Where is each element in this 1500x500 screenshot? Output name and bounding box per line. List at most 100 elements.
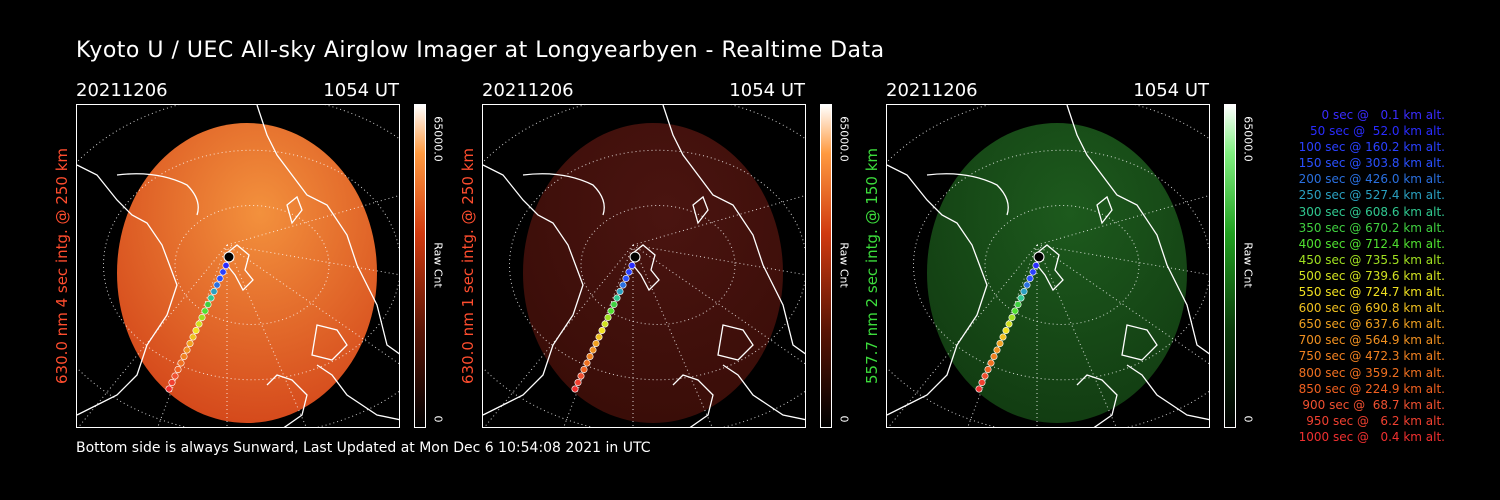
coastline [692, 195, 709, 225]
legend-row: 900 sec @ 68.7 km alt. [1302, 397, 1445, 412]
coastline [316, 364, 399, 421]
all-sky-image [886, 104, 1210, 428]
panel-time: 1054 UT [729, 80, 805, 101]
trajectory-point [978, 378, 986, 386]
panel-wavelength-label: 557.7 nm 2 sec intg. @ 150 km [863, 147, 881, 385]
trajectory-point [219, 268, 227, 276]
colorbar [414, 104, 426, 428]
trajectory-point [996, 340, 1004, 348]
trajectory-point [1017, 294, 1025, 302]
panel-date: 20211206 [76, 80, 168, 101]
coastline [311, 324, 348, 361]
trajectory-point [625, 268, 633, 276]
trajectory-point [622, 275, 630, 283]
legend-row: 1000 sec @ 0.4 km alt. [1298, 429, 1445, 444]
coastline [1096, 195, 1113, 225]
trajectory-point [213, 281, 221, 289]
trajectory-point [577, 372, 585, 380]
panel-date: 20211206 [886, 80, 978, 101]
trajectory-point [1023, 281, 1031, 289]
trajectory-point [999, 333, 1007, 341]
panel-1: 20211206 1054 UT 630.0 nm 4 sec intg. @ … [53, 80, 496, 440]
panel-date: 20211206 [482, 80, 574, 101]
legend-row: 700 sec @ 564.9 km alt. [1298, 333, 1445, 348]
trajectory-point [583, 359, 591, 367]
trajectory-point [586, 353, 594, 361]
trajectory-point [177, 359, 185, 367]
trajectory-point [1011, 307, 1019, 315]
trajectory-point [1032, 262, 1040, 270]
colorbar-unit: Raw Cnt [837, 242, 851, 288]
legend-row: 650 sec @ 637.6 km alt. [1298, 317, 1445, 332]
colorbar [820, 104, 832, 428]
all-sky-image [76, 104, 400, 428]
coastline [522, 173, 605, 216]
trajectory-point [990, 353, 998, 361]
trajectory-point [616, 288, 624, 296]
trajectory-point [168, 378, 176, 386]
trajectory-point [183, 346, 191, 354]
trajectory-legend: 0 sec @ 0.1 km alt. 50 sec @ 52.0 km alt.… [1250, 107, 1445, 445]
trajectory-point [580, 365, 588, 373]
legend-row: 950 sec @ 6.2 km alt. [1306, 413, 1445, 428]
coastline [1076, 374, 1118, 427]
trajectory-point [601, 320, 609, 328]
panel-3: 20211206 1054 UT 557.7 nm 2 sec intg. @ … [863, 80, 1306, 440]
coastline [483, 164, 584, 416]
panel-wavelength-label: 630.0 nm 4 sec intg. @ 250 km [53, 147, 71, 385]
trajectory-point [201, 307, 209, 315]
trajectory-point [189, 333, 197, 341]
legend-row: 50 sec @ 52.0 km alt. [1310, 124, 1445, 139]
coastline [1066, 105, 1209, 355]
legend-row: 200 sec @ 426.0 km alt. [1298, 172, 1445, 187]
trajectory-point [216, 275, 224, 283]
coastline [717, 324, 754, 361]
trajectory-point [628, 262, 636, 270]
coastline [256, 105, 399, 355]
coastline [632, 244, 660, 292]
trajectory-point [1008, 314, 1016, 322]
coastline [1126, 364, 1209, 421]
legend-row: 250 sec @ 527.4 km alt. [1298, 188, 1445, 203]
coastline [1121, 324, 1158, 361]
trajectory-point [1029, 268, 1037, 276]
trajectory-point [210, 288, 218, 296]
legend-row: 300 sec @ 608.6 km alt. [1298, 204, 1445, 219]
coastline [887, 164, 988, 416]
coastline [926, 173, 1009, 216]
trajectory-point [981, 372, 989, 380]
trajectory-point [993, 346, 1001, 354]
legend-row: 350 sec @ 670.2 km alt. [1298, 220, 1445, 235]
trajectory-point [592, 340, 600, 348]
colorbar-min: 0 [837, 415, 851, 423]
page-title: Kyoto U / UEC All-sky Airglow Imager at … [76, 38, 885, 63]
coastline [662, 105, 805, 355]
trajectory-point [1014, 301, 1022, 309]
station-marker [223, 251, 235, 263]
trajectory-point [571, 385, 579, 393]
trajectory-point [165, 385, 173, 393]
legend-row: 550 sec @ 724.7 km alt. [1298, 285, 1445, 300]
colorbar [1224, 104, 1236, 428]
coastline [286, 195, 303, 225]
panel-2: 20211206 1054 UT 630.0 nm 1 sec intg. @ … [459, 80, 902, 440]
trajectory-point [574, 378, 582, 386]
coastline [266, 374, 308, 427]
trajectory-point [174, 365, 182, 373]
legend-row: 400 sec @ 712.4 km alt. [1298, 236, 1445, 251]
trajectory-point [975, 385, 983, 393]
trajectory-point [595, 333, 603, 341]
station-marker [1033, 251, 1045, 263]
coastline [1036, 244, 1064, 292]
trajectory-point [984, 365, 992, 373]
trajectory-point [589, 346, 597, 354]
legend-row: 150 sec @ 303.8 km alt. [1298, 156, 1445, 171]
trajectory-point [619, 281, 627, 289]
trajectory-point [607, 307, 615, 315]
trajectory-point [207, 294, 215, 302]
trajectory-point [1005, 320, 1013, 328]
legend-row: 800 sec @ 359.2 km alt. [1298, 365, 1445, 380]
coastline [672, 374, 714, 427]
legend-row: 0 sec @ 0.1 km alt. [1321, 108, 1446, 122]
trajectory-point [204, 301, 212, 309]
